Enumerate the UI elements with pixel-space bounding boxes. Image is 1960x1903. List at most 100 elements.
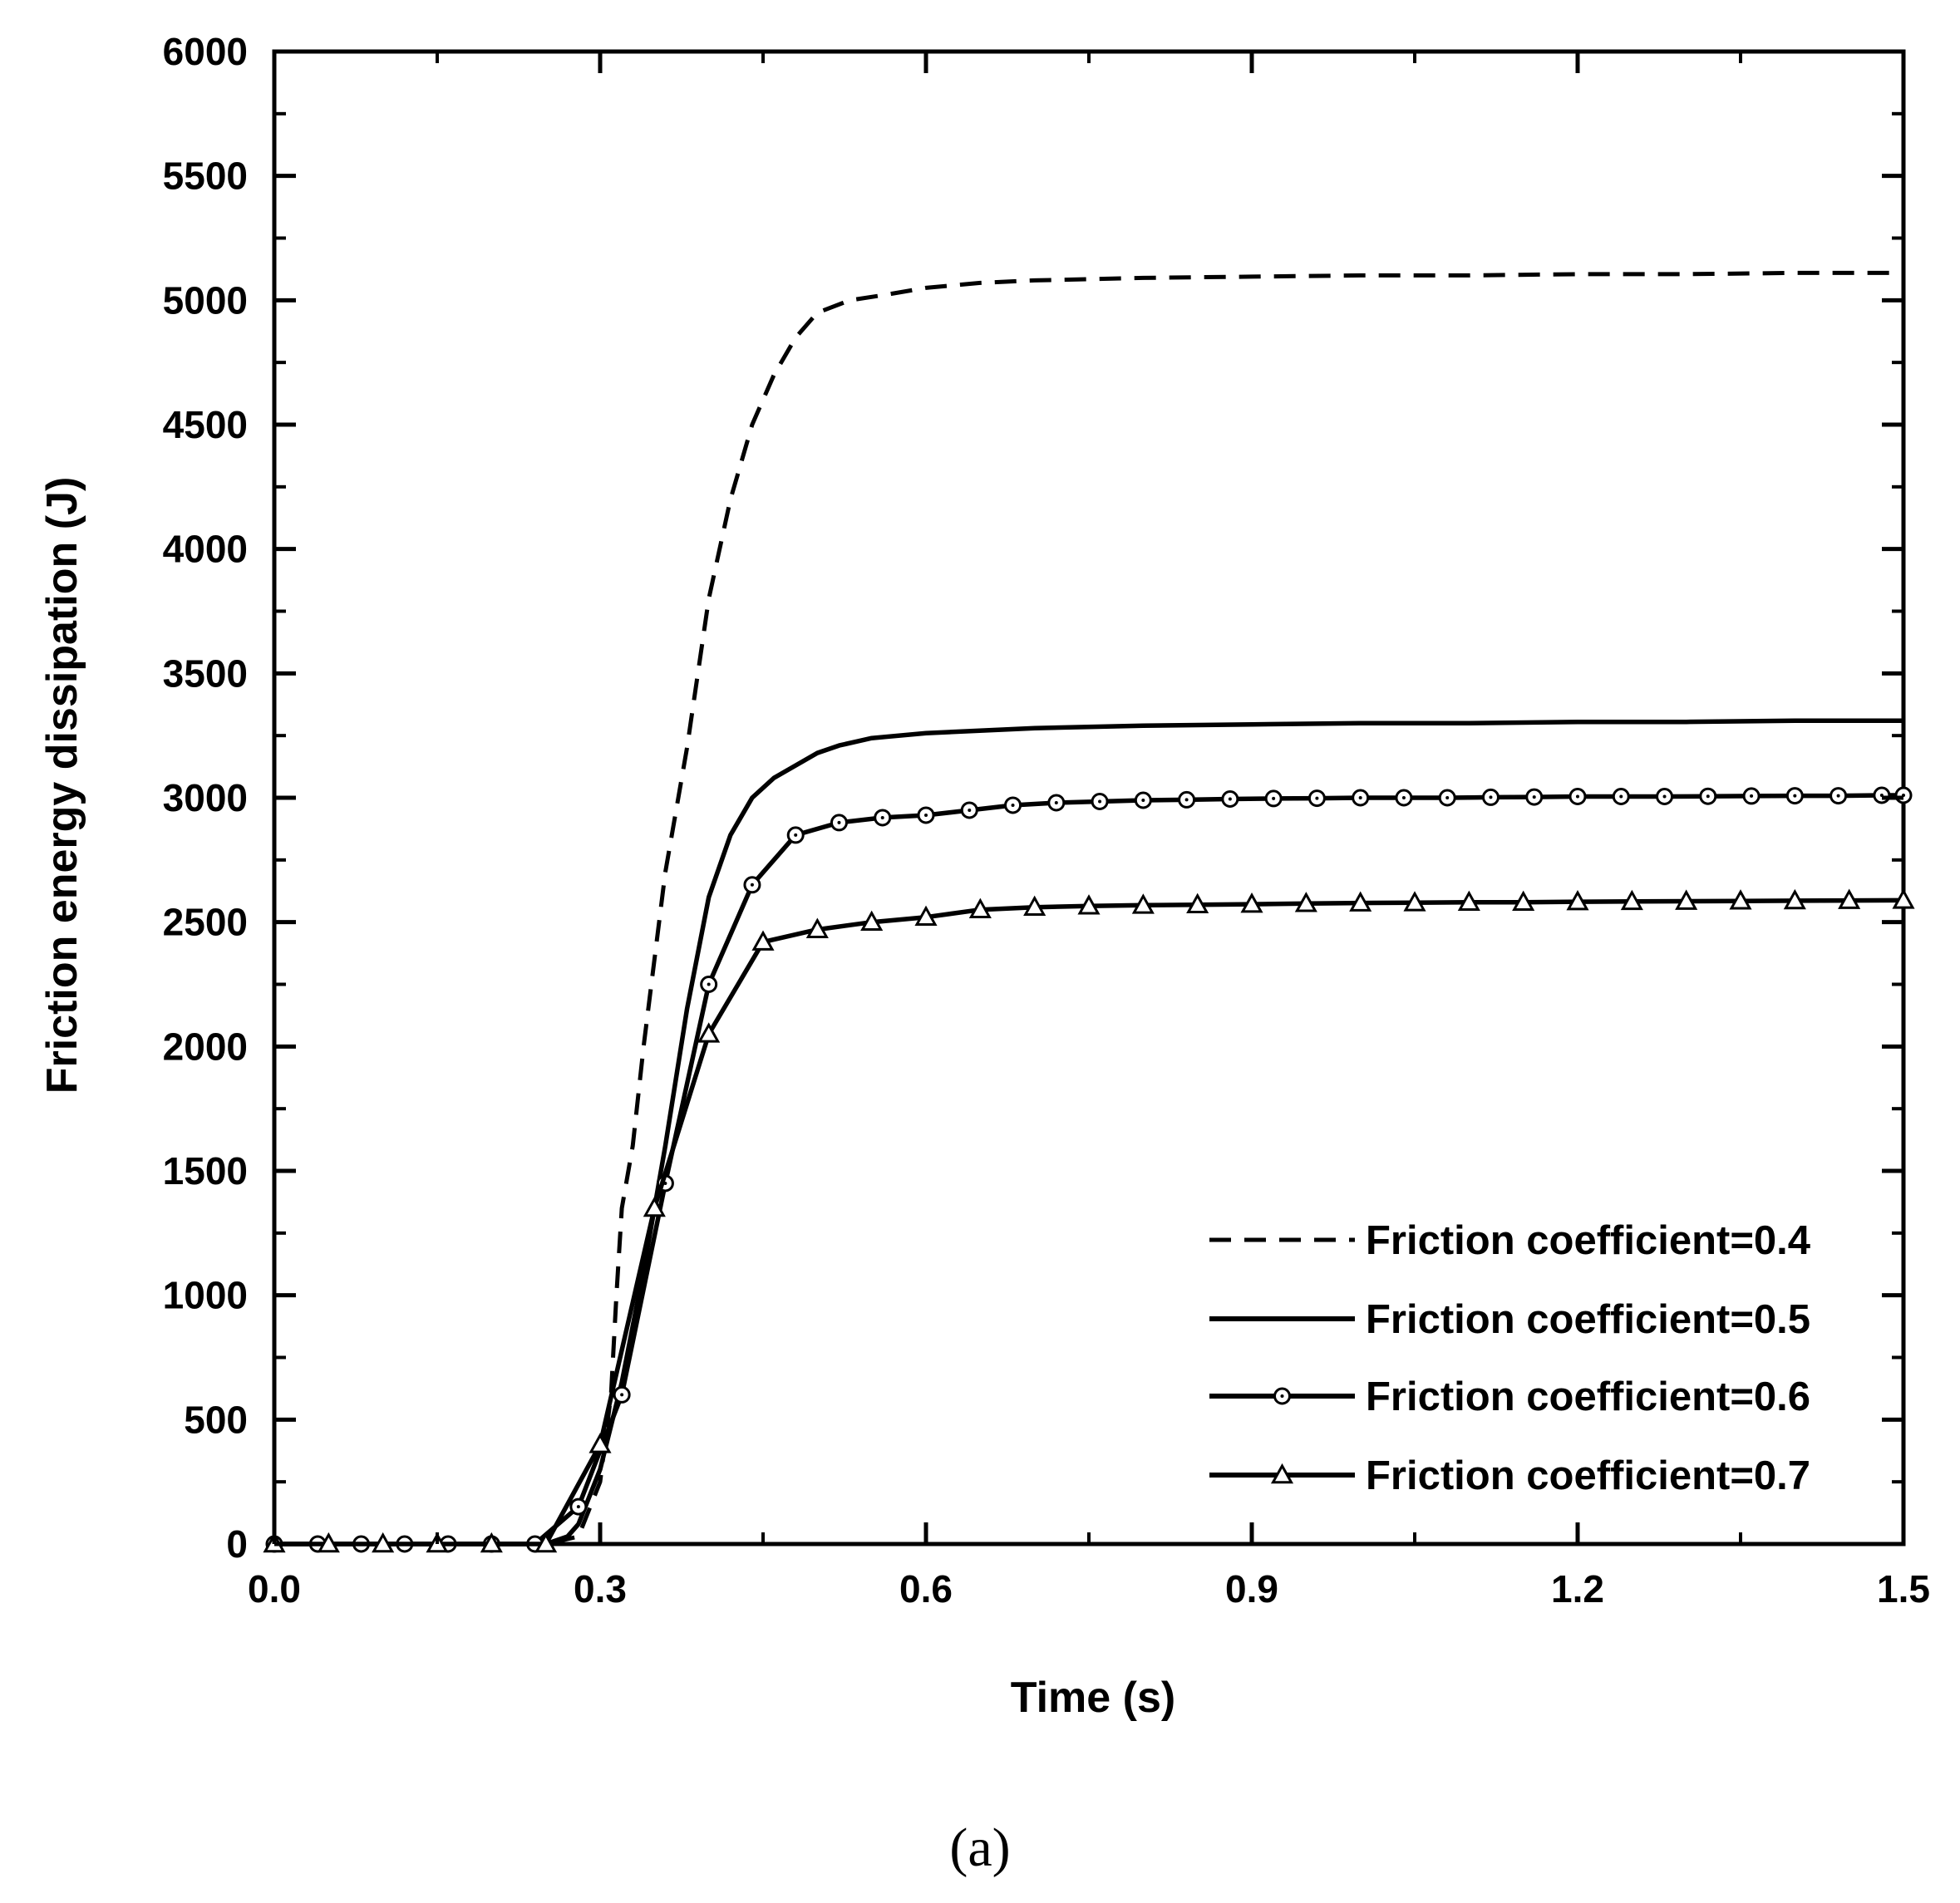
series-marker-07	[1892, 888, 1915, 909]
series-marker-06	[1091, 792, 1109, 810]
series-marker-07	[968, 897, 992, 918]
series-marker-06-dot	[837, 820, 841, 824]
series-marker-07	[805, 917, 829, 938]
series-marker-06	[569, 1497, 588, 1516]
series-marker-07	[1512, 890, 1535, 912]
series-marker-06	[1568, 788, 1587, 806]
series-marker-06	[1004, 796, 1022, 814]
series-marker-06-dot	[794, 833, 798, 837]
series-marker-06-dot	[707, 982, 711, 986]
series-marker-06-dot	[1750, 794, 1754, 798]
y-tick-label: 2000	[163, 1025, 248, 1068]
series-marker-06	[1047, 794, 1066, 812]
series-marker-06-dot	[968, 808, 972, 812]
series-marker-06	[743, 876, 761, 894]
series-marker-06-dot	[1532, 795, 1536, 799]
legend-item-07: Friction coefficient=0.7	[1209, 1453, 1810, 1498]
series-marker-06	[1134, 791, 1152, 809]
series-marker-07	[1457, 890, 1480, 912]
series-marker-07	[1349, 891, 1372, 912]
legend-marker-06	[1273, 1387, 1291, 1405]
series-marker-06	[1438, 789, 1456, 807]
x-tick-label: 1.2	[1551, 1567, 1604, 1610]
series-marker-06-dot	[1315, 796, 1319, 800]
series-marker-06	[1699, 787, 1717, 805]
series-marker-06-dot	[1228, 797, 1232, 801]
y-axis-title: Friction energy dissipation (J)	[38, 477, 86, 1094]
series-marker-06	[830, 814, 848, 832]
series-marker-06-dot	[1184, 798, 1189, 802]
series-marker-06-dot	[1141, 798, 1145, 802]
series-marker-06	[960, 801, 978, 819]
legend-item-05: Friction coefficient=0.5	[1209, 1297, 1810, 1342]
series-marker-07	[1077, 894, 1101, 915]
series-marker-06	[700, 976, 718, 993]
series-marker-07	[1186, 892, 1209, 914]
x-tick-label: 0.9	[1225, 1567, 1278, 1610]
series-marker-07	[534, 1532, 558, 1553]
series-marker-06-dot	[924, 813, 928, 817]
y-tick-label: 1500	[163, 1149, 248, 1192]
series-marker-06	[1178, 790, 1196, 809]
series-marker-06	[1481, 788, 1500, 806]
legend-label-07: Friction coefficient=0.7	[1366, 1453, 1810, 1498]
series-marker-07	[1240, 892, 1263, 913]
series-marker-07	[1566, 890, 1589, 911]
legend-item-06: Friction coefficient=0.6	[1209, 1374, 1810, 1419]
series-marker-06	[1656, 788, 1674, 806]
series-marker-06	[1395, 789, 1413, 807]
y-tick-label: 3500	[163, 652, 248, 695]
y-tick-label: 0	[226, 1522, 248, 1566]
series-marker-06	[1307, 789, 1326, 808]
series-marker-07	[1838, 888, 1861, 909]
series-marker-07	[1729, 889, 1752, 910]
series-marker-06-dot	[1836, 794, 1840, 798]
series-marker-07	[372, 1532, 395, 1553]
series-marker-06-dot	[1706, 794, 1710, 799]
series-marker-06	[1264, 789, 1283, 808]
y-tick-label: 2500	[163, 901, 248, 944]
series-marker-07	[751, 930, 775, 951]
panel-label: (a)	[949, 1817, 1010, 1878]
x-tick-label: 0.0	[248, 1567, 301, 1610]
y-tick-label: 5500	[163, 155, 248, 198]
legend-label-05: Friction coefficient=0.5	[1366, 1297, 1810, 1342]
series-marker-06	[1612, 788, 1630, 806]
x-tick-label: 1.5	[1877, 1567, 1930, 1610]
legend-marker-06-dot	[1280, 1394, 1284, 1398]
series-marker-06-dot	[1793, 794, 1797, 798]
series-marker-06-dot	[1011, 803, 1015, 807]
series-marker-07	[1620, 889, 1643, 911]
series-marker-06	[874, 809, 892, 827]
series-marker-06-dot	[1489, 795, 1493, 799]
series-05	[274, 718, 1903, 1546]
series-marker-06-dot	[1272, 796, 1276, 800]
y-tick-label: 4500	[163, 403, 248, 446]
series-marker-07	[1403, 891, 1426, 912]
x-axis-title: Time (s)	[1011, 1674, 1175, 1722]
series-marker-06	[1785, 787, 1804, 805]
y-tick-label: 5000	[163, 278, 248, 322]
legend-label-04: Friction coefficient=0.4	[1366, 1218, 1810, 1263]
series-marker-07	[914, 905, 938, 926]
series-marker-07	[1023, 895, 1046, 917]
series-marker-06	[1742, 787, 1761, 805]
series-marker-06-dot	[880, 815, 884, 819]
series-marker-06-dot	[1358, 796, 1362, 799]
legend-marker-07	[1270, 1463, 1294, 1484]
series-marker-06	[1221, 789, 1239, 808]
series-marker-06-dot	[1619, 794, 1623, 799]
series-marker-07	[860, 910, 884, 931]
series-07	[263, 888, 1915, 1553]
series-marker-07	[1675, 889, 1698, 910]
series-marker-06	[1525, 788, 1544, 806]
series-marker-06	[1873, 786, 1891, 804]
series-layer	[263, 270, 1915, 1553]
series-marker-07	[317, 1532, 340, 1553]
series-marker-06-dot	[1576, 794, 1579, 799]
series-marker-07	[1131, 893, 1155, 914]
series-marker-07	[697, 1022, 721, 1043]
series-marker-07	[1294, 892, 1317, 912]
series-marker-06	[613, 1385, 631, 1404]
